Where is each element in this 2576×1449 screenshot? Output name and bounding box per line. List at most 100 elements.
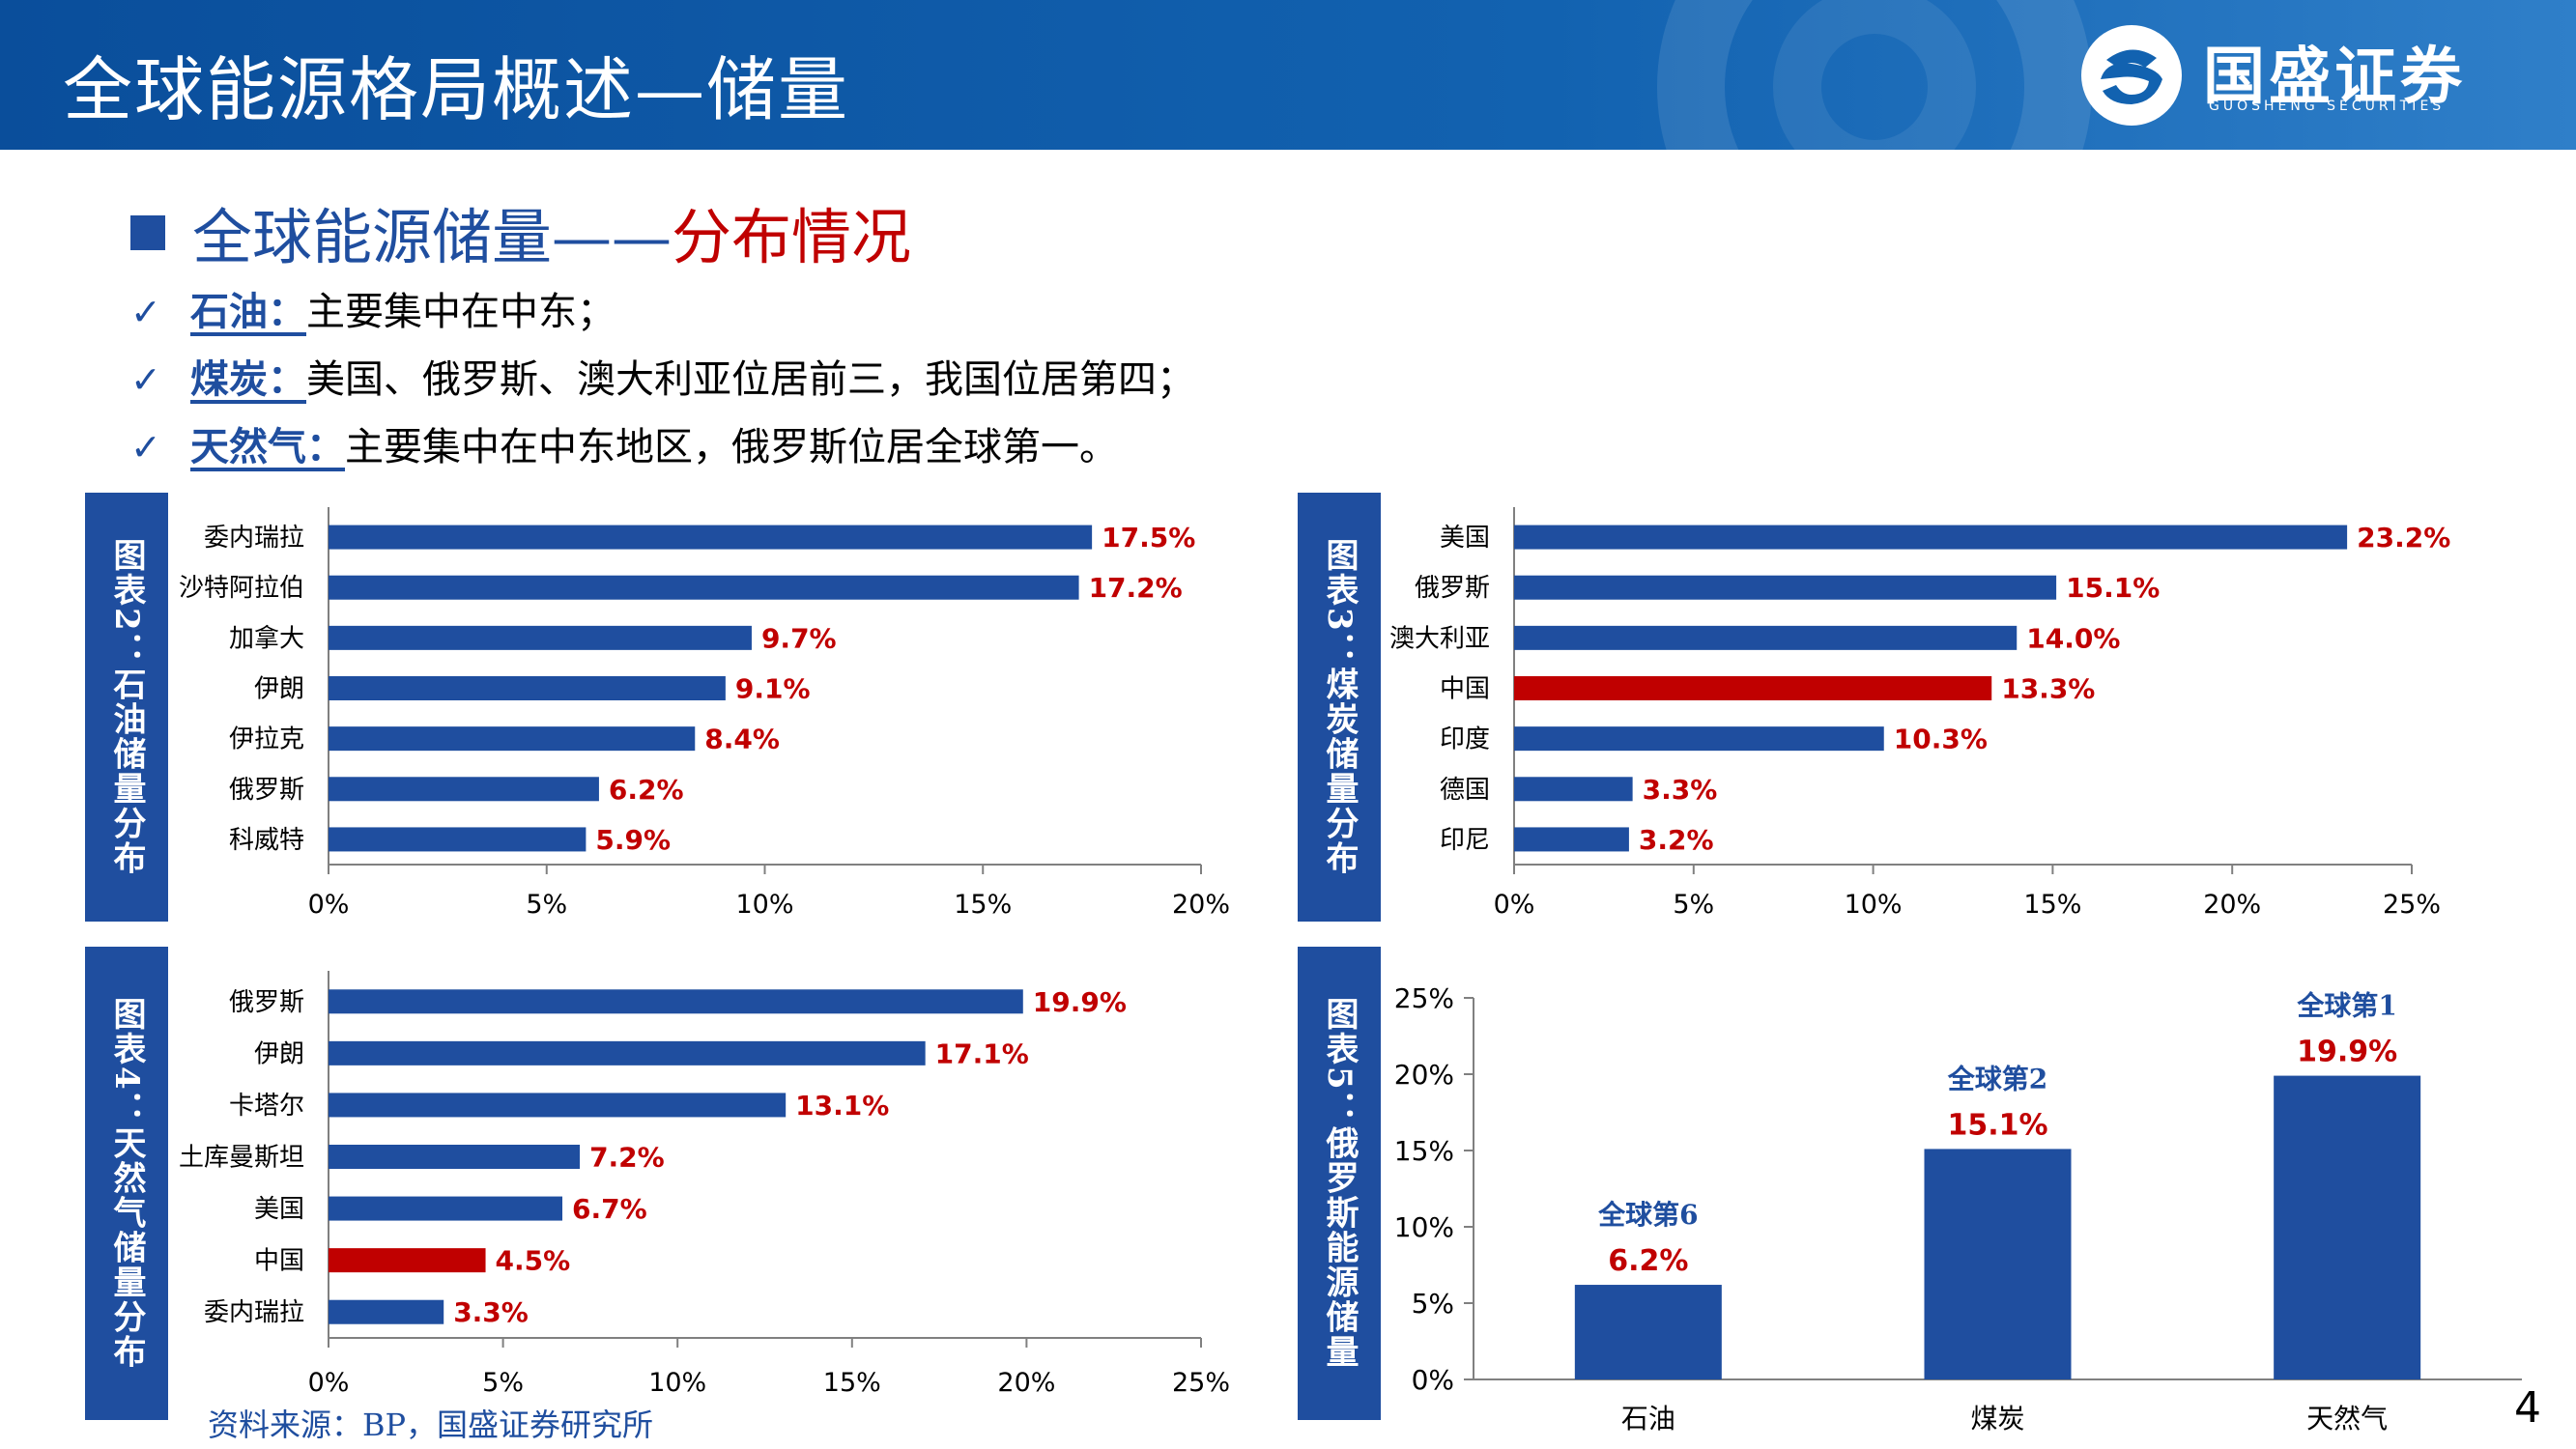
bar [1514,827,1629,852]
tick-label: 15% [954,890,1012,920]
page-title: 全球能源格局概述—储量 [63,49,850,130]
category-label: 加拿大 [229,624,304,653]
data-label: 17.5% [1102,522,1195,554]
tick-label: 10% [735,890,793,920]
category-label: 卡塔尔 [229,1092,304,1121]
category-label: 德国 [1440,776,1490,805]
category-label: 印尼 [1440,826,1490,855]
bar [1574,1285,1722,1379]
bar [1514,777,1633,802]
tick-label: 25% [1172,1368,1230,1398]
tick-label: 20% [1394,1059,1454,1091]
section-heading-separator: —— [552,202,673,272]
tick-label: 10% [1845,890,1903,920]
data-label: 3.2% [1639,824,1714,856]
data-label: 15.1% [2066,572,2160,604]
data-label: 10.3% [1894,724,1988,755]
logo-mark-icon [2081,25,2182,126]
data-label: 9.1% [735,673,811,705]
bar [329,575,1079,600]
page-number: 4 [2514,1383,2541,1433]
bullet-list: ✓ 石油：主要集中在中东； ✓ 煤炭：美国、俄罗斯、澳大利亚位居前三，我国位居第四；… [130,280,1195,483]
bullet-item: ✓ 煤炭：美国、俄罗斯、澳大利亚位居前三，我国位居第四； [130,348,1195,415]
section-heading-highlight: 分布情况 [672,202,912,272]
logo-subtitle: GUOSHENG SECURITIES [2209,99,2446,114]
bar [2274,1075,2421,1379]
tick-label: 0% [308,1368,350,1398]
bar [329,827,587,852]
bar [329,676,726,700]
tick-label: 15% [2023,890,2081,920]
data-label: 19.9% [1033,986,1127,1018]
tick-label: 5% [526,890,567,920]
source-note: 资料来源：BP，国盛证券研究所 [208,1406,654,1443]
data-label: 13.1% [795,1090,889,1122]
data-label: 15.1% [1947,1108,2047,1142]
data-label: 19.9% [2297,1036,2397,1069]
bar [1514,625,2018,650]
logo: 国盛证券 GUOSHENG SECURITIES [2077,21,2503,129]
bar [329,726,696,752]
tick-label: 25% [1394,982,1454,1014]
bar [1514,525,2348,550]
check-icon: ✓ [130,358,161,401]
category-label: 中国 [254,1247,304,1276]
bullet-label: 石油： [190,289,306,334]
header-decoration [1657,0,2092,150]
tick-label: 0% [308,890,350,920]
data-label: 6.2% [609,774,684,806]
bar [329,525,1093,550]
data-label: 8.4% [704,724,780,755]
bar [329,1145,581,1169]
category-label: 澳大利亚 [1389,624,1490,653]
bar [1514,575,2057,600]
bar [329,1040,926,1065]
bar [329,625,752,650]
bar [329,1093,787,1118]
check-icon: ✓ [130,426,161,469]
category-label: 土库曼斯坦 [179,1144,304,1173]
tick-label: 10% [648,1368,706,1398]
panel-tag-russia: 图表5：俄罗斯能源储量 [1298,947,1381,1420]
tick-label: 20% [2203,890,2261,920]
bar [329,1196,563,1221]
rank-label: 全球第2 [1947,1063,2047,1094]
logo-name: 国盛证券 [2203,42,2466,113]
panel-tag-coal: 图表3：煤炭储量分布 [1298,493,1381,922]
category-label: 天然气 [2306,1403,2388,1435]
bullet-item: ✓ 石油：主要集中在中东； [130,280,1195,348]
bar [1924,1149,2072,1379]
tick-label: 20% [1172,890,1230,920]
data-label: 3.3% [1643,774,1718,806]
rank-label: 全球第6 [1597,1199,1698,1231]
bar [1514,676,1992,700]
check-icon: ✓ [130,291,161,333]
category-label: 石油 [1621,1403,1675,1435]
panel-tag-oil: 图表2：石油储量分布 [85,493,168,922]
bar [1514,726,1884,752]
category-label: 委内瑞拉 [204,524,304,553]
section-heading-main: 全球能源储量 [192,202,553,272]
category-label: 中国 [1440,675,1490,704]
tick-label: 20% [997,1368,1055,1398]
bullet-text: 主要集中在中东地区，俄罗斯位居全球第一。 [345,425,1118,469]
tick-label: 0% [1412,1364,1454,1396]
category-label: 伊朗 [254,675,304,704]
category-label: 科威特 [229,826,304,855]
data-label: 13.3% [2001,673,2095,705]
tick-label: 0% [1494,890,1535,920]
square-bullet-icon [130,215,165,250]
category-label: 沙特阿拉伯 [179,574,304,603]
category-label: 委内瑞拉 [204,1298,304,1327]
tick-label: 5% [1412,1288,1454,1320]
category-label: 俄罗斯 [229,988,304,1017]
tick-label: 25% [2383,890,2441,920]
section-heading: 全球能源储量——分布情况 [130,188,911,275]
bullet-item: ✓ 天然气：主要集中在中东地区，俄罗斯位居全球第一。 [130,415,1195,483]
data-label: 3.3% [453,1296,529,1328]
bar [329,1248,486,1273]
tick-label: 5% [482,1368,524,1398]
data-label: 9.7% [761,622,837,654]
category-label: 俄罗斯 [1415,574,1490,603]
bullet-label: 天然气： [190,424,345,469]
